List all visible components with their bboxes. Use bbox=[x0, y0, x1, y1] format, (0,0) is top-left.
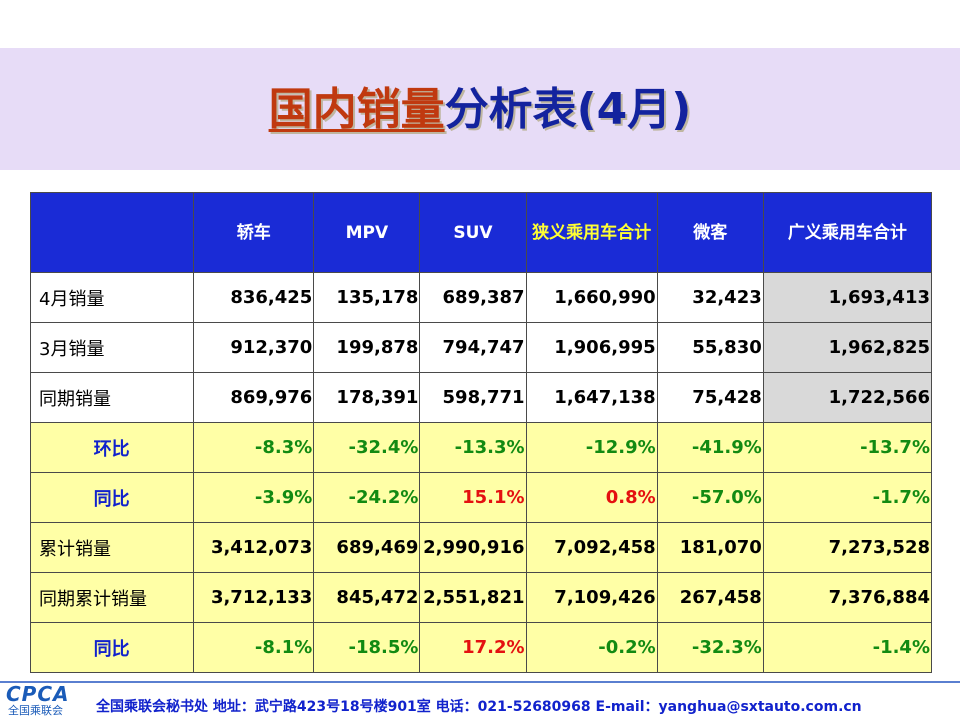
table-cell: 55,830 bbox=[656, 322, 764, 373]
table-cell: -0.2% bbox=[525, 622, 658, 673]
table-cell: -18.5% bbox=[313, 622, 421, 673]
table-cell: -3.9% bbox=[193, 472, 315, 523]
table-cell: 794,747 bbox=[419, 322, 527, 373]
table-row: 同期销量 869,976 178,391 598,771 1,647,138 7… bbox=[29, 372, 933, 423]
row-label: 同期累计销量 bbox=[29, 572, 195, 623]
title-rest: 分析表(4月) bbox=[444, 84, 692, 135]
sales-table: 轿车 MPV SUV 狭义乘用车合计 微客 广义乘用车合计 4月销量 836,4… bbox=[29, 192, 933, 673]
table-cell: 178,391 bbox=[313, 372, 421, 423]
page-title: 国内销量分析表(4月) bbox=[0, 78, 960, 142]
table-row: 环比 -8.3% -32.4% -13.3% -12.9% -41.9% -13… bbox=[29, 422, 933, 473]
table-cell: 181,070 bbox=[656, 522, 764, 573]
table-cell: 7,376,884 bbox=[762, 572, 933, 623]
table-header-row: 轿车 MPV SUV 狭义乘用车合计 微客 广义乘用车合计 bbox=[29, 192, 933, 273]
table-cell: -1.7% bbox=[762, 472, 933, 523]
table-cell: -8.3% bbox=[193, 422, 315, 473]
table-cell: -1.4% bbox=[762, 622, 933, 673]
header-sedan: 轿车 bbox=[193, 192, 315, 273]
table-cell: 1,722,566 bbox=[762, 372, 933, 423]
table-cell: 845,472 bbox=[313, 572, 421, 623]
row-label: 同比 bbox=[29, 472, 195, 523]
header-narrow-total: 狭义乘用车合计 bbox=[525, 192, 658, 273]
table-cell: 7,109,426 bbox=[525, 572, 658, 623]
footer-contact: 全国乘联会秘书处 地址：武宁路423号18号楼901室 电话：021-52680… bbox=[96, 699, 862, 715]
table-cell: 267,458 bbox=[656, 572, 764, 623]
table-cell: 199,878 bbox=[313, 322, 421, 373]
table-cell: 689,387 bbox=[419, 272, 527, 323]
table-cell: 2,551,821 bbox=[419, 572, 527, 623]
table-cell: 689,469 bbox=[313, 522, 421, 573]
table-row: 累计销量 3,412,073 689,469 2,990,916 7,092,4… bbox=[29, 522, 933, 573]
table-row: 同期累计销量 3,712,133 845,472 2,551,821 7,109… bbox=[29, 572, 933, 623]
logo-mark: CPCA bbox=[6, 682, 70, 706]
table-cell: 15.1% bbox=[419, 472, 527, 523]
cpca-logo: CPCA 全国乘联会 bbox=[6, 684, 80, 718]
table-cell: 869,976 bbox=[193, 372, 315, 423]
footer-divider bbox=[0, 681, 960, 683]
table-cell: 836,425 bbox=[193, 272, 315, 323]
table-cell: 1,962,825 bbox=[762, 322, 933, 373]
table-row: 4月销量 836,425 135,178 689,387 1,660,990 3… bbox=[29, 272, 933, 323]
row-label: 4月销量 bbox=[29, 272, 195, 323]
row-label: 累计销量 bbox=[29, 522, 195, 573]
table-cell: -13.7% bbox=[762, 422, 933, 473]
title-band bbox=[0, 48, 960, 170]
table-cell: -32.4% bbox=[313, 422, 421, 473]
table-cell: -13.3% bbox=[419, 422, 527, 473]
table-cell: 7,273,528 bbox=[762, 522, 933, 573]
table-row: 同比 -3.9% -24.2% 15.1% 0.8% -57.0% -1.7% bbox=[29, 472, 933, 523]
row-label: 3月销量 bbox=[29, 322, 195, 373]
table-cell: -24.2% bbox=[313, 472, 421, 523]
table-cell: 3,412,073 bbox=[193, 522, 315, 573]
row-label: 同比 bbox=[29, 622, 195, 673]
table-cell: 17.2% bbox=[419, 622, 527, 673]
table-cell: 75,428 bbox=[656, 372, 764, 423]
table-cell: 1,647,138 bbox=[525, 372, 658, 423]
table-cell: 7,092,458 bbox=[525, 522, 658, 573]
table-cell: -12.9% bbox=[525, 422, 658, 473]
row-label: 环比 bbox=[29, 422, 195, 473]
table-cell: 912,370 bbox=[193, 322, 315, 373]
table-cell: -8.1% bbox=[193, 622, 315, 673]
header-mpv: MPV bbox=[313, 192, 421, 273]
table-row: 3月销量 912,370 199,878 794,747 1,906,995 5… bbox=[29, 322, 933, 373]
table-cell: 1,906,995 bbox=[525, 322, 658, 373]
table-cell: 135,178 bbox=[313, 272, 421, 323]
table-cell: -32.3% bbox=[656, 622, 764, 673]
table-cell: 0.8% bbox=[525, 472, 658, 523]
table-cell: 2,990,916 bbox=[419, 522, 527, 573]
row-label: 同期销量 bbox=[29, 372, 195, 423]
header-mini-bus: 微客 bbox=[656, 192, 764, 273]
table-cell: 1,660,990 bbox=[525, 272, 658, 323]
table-cell: 598,771 bbox=[419, 372, 527, 423]
table-cell: 3,712,133 bbox=[193, 572, 315, 623]
table-cell: 32,423 bbox=[656, 272, 764, 323]
header-suv: SUV bbox=[419, 192, 527, 273]
header-broad-total: 广义乘用车合计 bbox=[762, 192, 933, 273]
logo-subtitle: 全国乘联会 bbox=[8, 704, 63, 717]
title-highlight: 国内销量 bbox=[268, 84, 445, 135]
table-cell: -57.0% bbox=[656, 472, 764, 523]
table-row: 同比 -8.1% -18.5% 17.2% -0.2% -32.3% -1.4% bbox=[29, 622, 933, 673]
table-cell: 1,693,413 bbox=[762, 272, 933, 323]
table-cell: -41.9% bbox=[656, 422, 764, 473]
header-corner bbox=[29, 192, 195, 273]
